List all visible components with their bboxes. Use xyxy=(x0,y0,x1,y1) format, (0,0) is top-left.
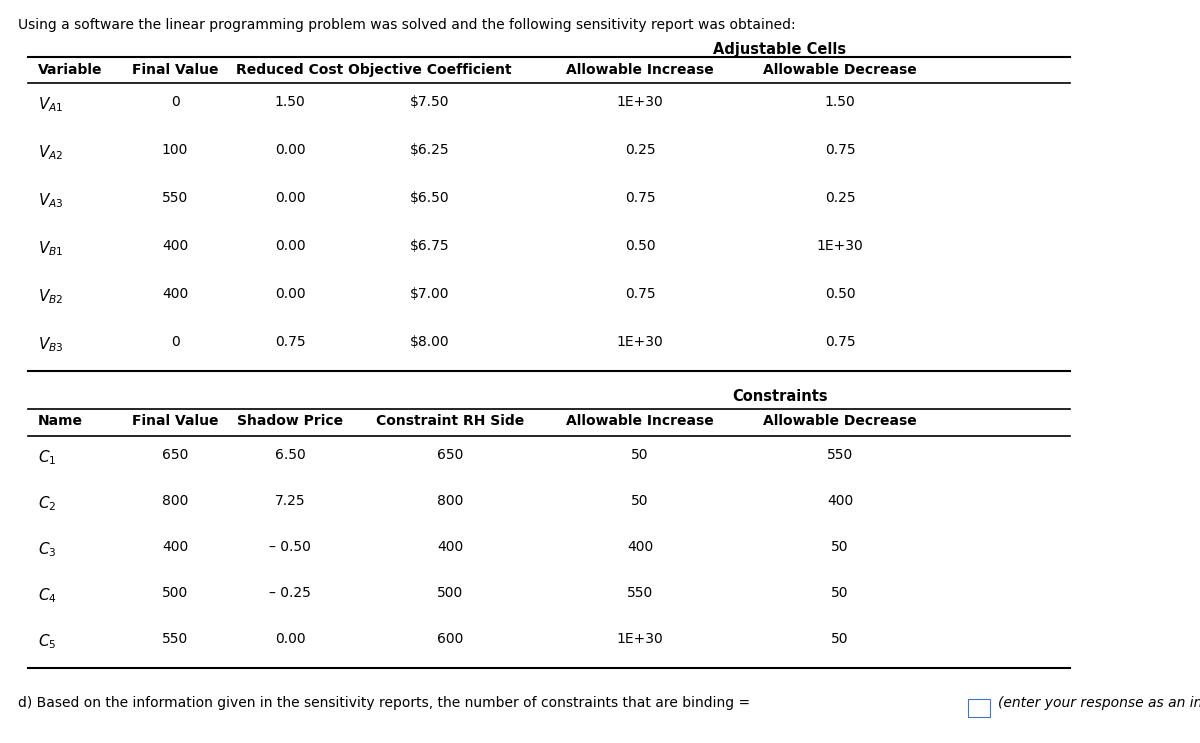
Text: 650: 650 xyxy=(162,448,188,462)
Text: 400: 400 xyxy=(437,540,463,554)
Text: 550: 550 xyxy=(162,632,188,646)
Text: 0.00: 0.00 xyxy=(275,143,305,157)
Text: $C_5$: $C_5$ xyxy=(38,632,56,651)
Text: $C_3$: $C_3$ xyxy=(38,540,56,559)
Text: $V_{A2}$: $V_{A2}$ xyxy=(38,143,64,162)
Text: 50: 50 xyxy=(832,540,848,554)
Text: Objective Coefficient: Objective Coefficient xyxy=(348,63,512,77)
Text: 0: 0 xyxy=(170,95,179,109)
Text: 6.50: 6.50 xyxy=(275,448,305,462)
Text: Final Value: Final Value xyxy=(132,63,218,77)
Text: 800: 800 xyxy=(437,494,463,508)
Text: Allowable Decrease: Allowable Decrease xyxy=(763,63,917,77)
Text: $C_1$: $C_1$ xyxy=(38,448,56,467)
Text: Adjustable Cells: Adjustable Cells xyxy=(714,42,846,57)
Text: 650: 650 xyxy=(437,448,463,462)
Text: 0.75: 0.75 xyxy=(824,335,856,349)
Text: Name: Name xyxy=(38,414,83,428)
Text: Shadow Price: Shadow Price xyxy=(236,414,343,428)
Text: 0: 0 xyxy=(170,335,179,349)
Text: 0.25: 0.25 xyxy=(625,143,655,157)
Text: 600: 600 xyxy=(437,632,463,646)
Bar xyxy=(968,699,990,717)
Text: Allowable Decrease: Allowable Decrease xyxy=(763,414,917,428)
Text: 0.00: 0.00 xyxy=(275,239,305,253)
Text: (enter your response as an integer).: (enter your response as an integer). xyxy=(998,696,1200,710)
Text: 0.00: 0.00 xyxy=(275,191,305,205)
Text: 50: 50 xyxy=(832,632,848,646)
Text: 50: 50 xyxy=(631,494,649,508)
Text: $V_{B2}$: $V_{B2}$ xyxy=(38,287,64,305)
Text: $C_2$: $C_2$ xyxy=(38,494,56,513)
Text: 1E+30: 1E+30 xyxy=(617,335,664,349)
Text: 7.25: 7.25 xyxy=(275,494,305,508)
Text: Constraints: Constraints xyxy=(732,389,828,404)
Text: 0.50: 0.50 xyxy=(824,287,856,301)
Text: Allowable Increase: Allowable Increase xyxy=(566,63,714,77)
Text: Reduced Cost: Reduced Cost xyxy=(236,63,343,77)
Text: 400: 400 xyxy=(162,287,188,301)
Text: 0.25: 0.25 xyxy=(824,191,856,205)
Text: 0.75: 0.75 xyxy=(824,143,856,157)
Text: 1E+30: 1E+30 xyxy=(617,95,664,109)
Text: 800: 800 xyxy=(162,494,188,508)
Text: $6.75: $6.75 xyxy=(410,239,450,253)
Text: 0.50: 0.50 xyxy=(625,239,655,253)
Text: 550: 550 xyxy=(827,448,853,462)
Text: $C_4$: $C_4$ xyxy=(38,586,56,605)
Text: Using a software the linear programming problem was solved and the following sen: Using a software the linear programming … xyxy=(18,18,796,32)
Text: 0.00: 0.00 xyxy=(275,287,305,301)
Text: $7.00: $7.00 xyxy=(410,287,450,301)
Text: $V_{B1}$: $V_{B1}$ xyxy=(38,239,64,258)
Text: – 0.50: – 0.50 xyxy=(269,540,311,554)
Text: 400: 400 xyxy=(162,239,188,253)
Text: 0.75: 0.75 xyxy=(625,287,655,301)
Text: $6.50: $6.50 xyxy=(410,191,450,205)
Text: 50: 50 xyxy=(832,586,848,600)
Text: 500: 500 xyxy=(437,586,463,600)
Text: 0.75: 0.75 xyxy=(625,191,655,205)
Text: Variable: Variable xyxy=(38,63,102,77)
Text: 50: 50 xyxy=(631,448,649,462)
Text: 1E+30: 1E+30 xyxy=(817,239,863,253)
Text: 0.00: 0.00 xyxy=(275,632,305,646)
Text: 1.50: 1.50 xyxy=(824,95,856,109)
Text: 1E+30: 1E+30 xyxy=(617,632,664,646)
Text: – 0.25: – 0.25 xyxy=(269,586,311,600)
Text: 1.50: 1.50 xyxy=(275,95,305,109)
Text: 500: 500 xyxy=(162,586,188,600)
Text: $V_{B3}$: $V_{B3}$ xyxy=(38,335,64,354)
Text: $8.00: $8.00 xyxy=(410,335,450,349)
Text: 400: 400 xyxy=(162,540,188,554)
Text: $V_{A3}$: $V_{A3}$ xyxy=(38,191,64,210)
Text: Constraint RH Side: Constraint RH Side xyxy=(376,414,524,428)
Text: $6.25: $6.25 xyxy=(410,143,450,157)
Text: $7.50: $7.50 xyxy=(410,95,450,109)
Text: d) Based on the information given in the sensitivity reports, the number of cons: d) Based on the information given in the… xyxy=(18,696,750,710)
Text: 400: 400 xyxy=(827,494,853,508)
Text: Allowable Increase: Allowable Increase xyxy=(566,414,714,428)
Text: Final Value: Final Value xyxy=(132,414,218,428)
Text: 0.75: 0.75 xyxy=(275,335,305,349)
Text: 400: 400 xyxy=(626,540,653,554)
Text: 100: 100 xyxy=(162,143,188,157)
Text: 550: 550 xyxy=(162,191,188,205)
Text: 550: 550 xyxy=(626,586,653,600)
Text: $V_{A1}$: $V_{A1}$ xyxy=(38,95,64,114)
